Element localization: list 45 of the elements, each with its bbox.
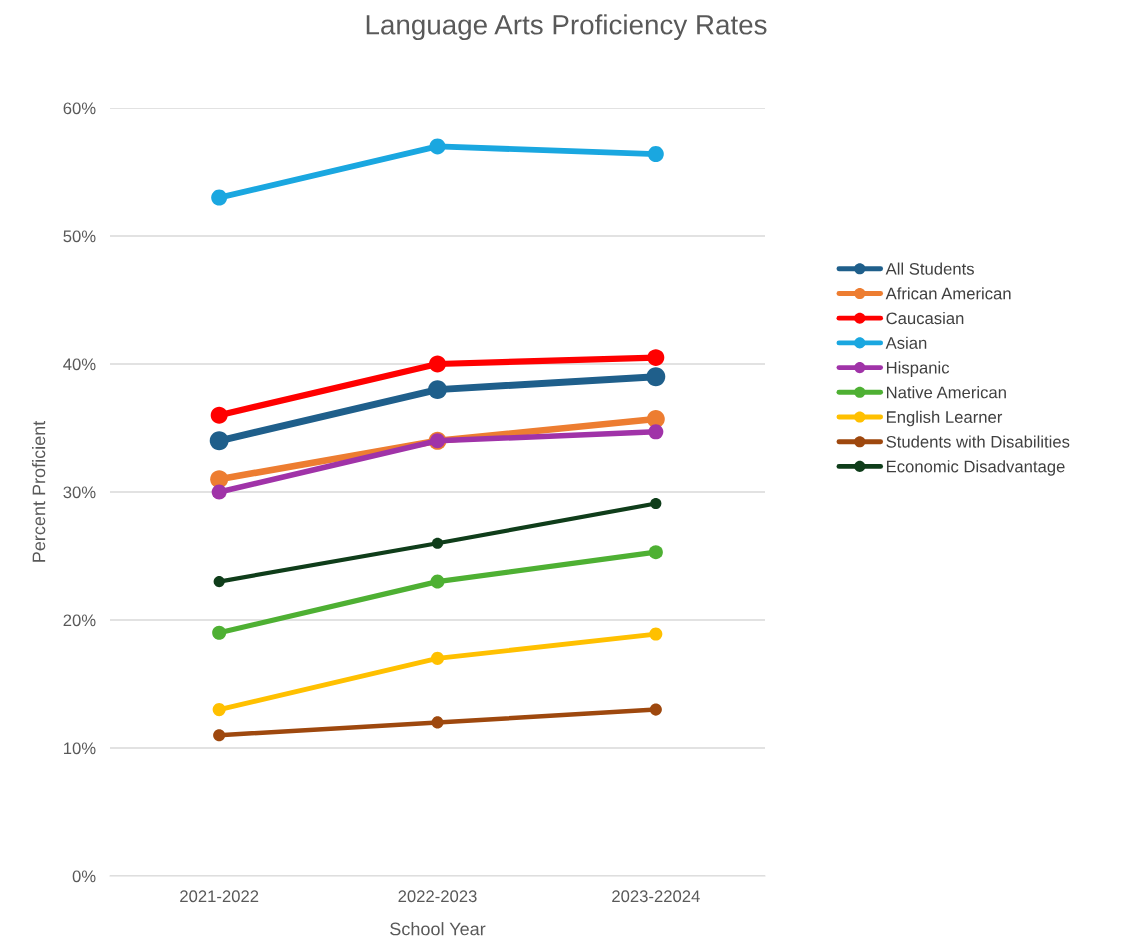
point: [430, 651, 445, 665]
point: [211, 484, 227, 500]
point: [209, 431, 229, 451]
x-tick-label: 2023-22024: [612, 890, 700, 903]
point: [431, 716, 444, 729]
legend-label: Students with Disabilities: [886, 435, 1070, 448]
point: [430, 574, 445, 589]
point: [213, 729, 226, 742]
point: [429, 355, 446, 373]
legend-label: African American: [885, 287, 1011, 300]
point: [648, 424, 664, 440]
point: [647, 349, 665, 367]
y-tick-label: 60%: [63, 102, 96, 115]
legend-label: Hispanic: [886, 361, 950, 377]
y-tick-label: 40%: [63, 358, 96, 371]
x-axis-title: School Year: [390, 922, 486, 936]
point: [213, 576, 225, 588]
legend-label: Asian: [885, 336, 927, 349]
y-axis-title: Percent Proficient: [32, 420, 46, 562]
chart-title: Language Arts Proficiency Rates: [366, 14, 767, 41]
legend-label: Native American: [886, 386, 1006, 399]
x-tick-label: 2021-2022: [180, 890, 259, 903]
y-tick-label: 10%: [64, 742, 96, 755]
legend-label: All Students: [885, 262, 974, 275]
point: [647, 146, 664, 163]
y-tick-label: 0%: [72, 870, 96, 883]
point: [431, 537, 444, 549]
point: [649, 703, 662, 716]
y-tick-label: 20%: [63, 614, 96, 627]
x-tick-label: 2022-2023: [398, 890, 477, 903]
point: [428, 380, 447, 400]
point: [649, 627, 663, 641]
point: [210, 406, 228, 424]
legend-label: Caucasian: [886, 311, 964, 325]
point: [211, 189, 228, 206]
y-tick-label: 50%: [63, 230, 96, 243]
point: [212, 703, 226, 717]
legend-label: Economic Disadvantage: [886, 460, 1065, 476]
legend-label: English Learner: [886, 410, 1003, 427]
point: [429, 138, 446, 155]
point: [212, 625, 227, 640]
point: [648, 545, 663, 560]
point: [646, 367, 666, 387]
point: [650, 497, 662, 510]
y-tick-label: 30%: [63, 486, 96, 499]
